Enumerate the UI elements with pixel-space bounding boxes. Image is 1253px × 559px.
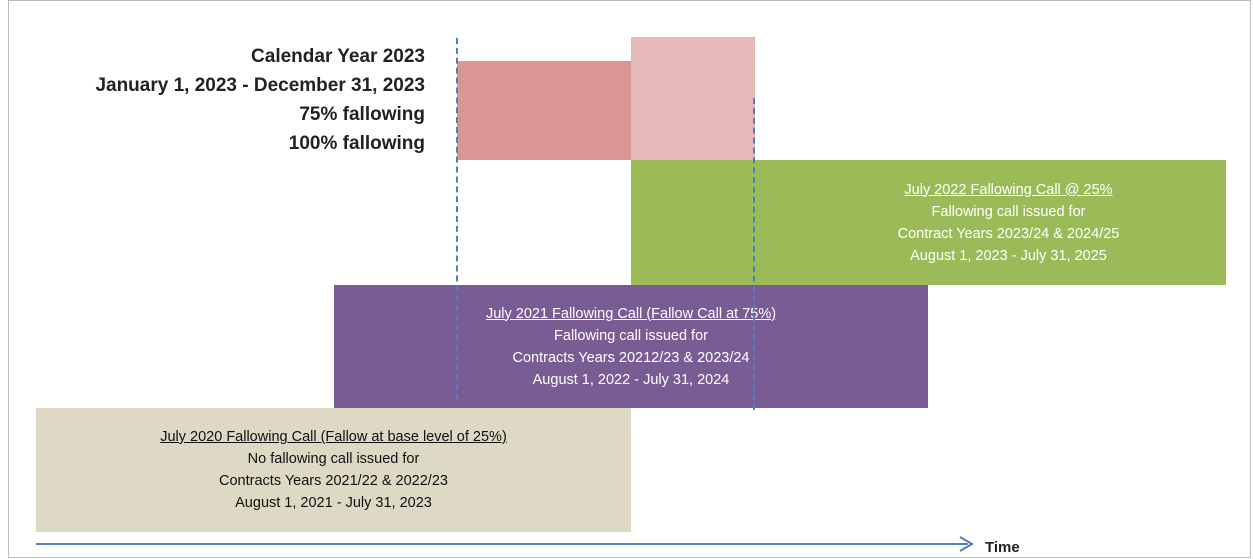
call-2022-bar: July 2022 Fallowing Call @ 25% Fallowing… <box>631 160 1226 285</box>
legend-title: Calendar Year 2023 <box>251 46 425 67</box>
fallowing-75-block <box>457 61 631 160</box>
calendar-year-legend: Calendar Year 2023 January 1, 2023 - Dec… <box>95 42 425 158</box>
calendar-end-marker <box>753 98 755 410</box>
call-2021-line1: Fallowing call issued for <box>554 327 708 344</box>
legend-100-fallowing: 100% fallowing <box>288 133 425 154</box>
diagram-frame <box>8 0 1251 558</box>
fallowing-100-block <box>631 37 755 160</box>
call-2022-title: July 2022 Fallowing Call @ 25% <box>904 181 1113 198</box>
call-2021-bar: July 2021 Fallowing Call (Fallow Call at… <box>334 285 928 408</box>
call-2022-line3: August 1, 2023 - July 31, 2025 <box>910 247 1107 264</box>
call-2020-line3: August 1, 2021 - July 31, 2023 <box>235 495 432 511</box>
arrow-right-icon <box>959 536 974 552</box>
time-axis-line <box>36 543 968 545</box>
legend-date-range: January 1, 2023 - December 31, 2023 <box>95 75 425 96</box>
call-2022-line2: Contract Years 2023/24 & 2024/25 <box>897 225 1120 242</box>
call-2022-line1: Fallowing call issued for <box>931 203 1086 220</box>
call-2021-line3: August 1, 2022 - July 31, 2024 <box>532 371 730 388</box>
legend-75-fallowing: 75% fallowing <box>299 104 425 125</box>
calendar-start-marker <box>456 38 458 400</box>
call-2020-bar: July 2020 Fallowing Call (Fallow at base… <box>36 408 631 532</box>
call-2021-line2: Contracts Years 20212/23 & 2023/24 <box>512 349 750 366</box>
time-axis-label: Time <box>985 539 1020 556</box>
call-2020-line2: Contracts Years 2021/22 & 2022/23 <box>219 473 448 489</box>
call-2021-title: July 2021 Fallowing Call (Fallow Call at… <box>485 305 777 322</box>
call-2020-line1: No fallowing call issued for <box>247 451 420 467</box>
call-2020-title: July 2020 Fallowing Call (Fallow at base… <box>160 429 507 445</box>
